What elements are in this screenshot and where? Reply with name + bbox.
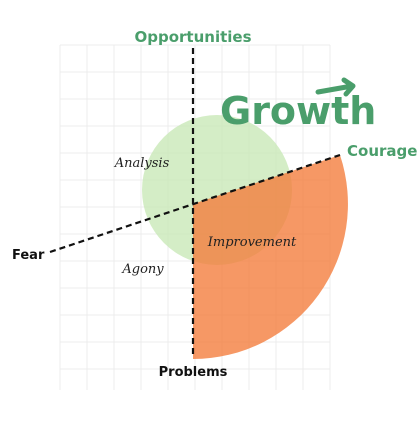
quadrant-label: Analysis: [114, 156, 170, 171]
axis-right-label: Courage: [347, 142, 417, 160]
title: Growth: [220, 89, 376, 133]
diagonal-axis: [49, 153, 341, 254]
improvement-wedge: [193, 155, 348, 359]
axis-left-label: Fear: [12, 248, 45, 263]
growth-arrow: [315, 77, 356, 97]
axis-bottom-label: Problems: [159, 365, 228, 380]
axis-top-label: Opportunities: [134, 28, 251, 46]
quadrant-label: Agony: [121, 262, 164, 277]
quadrant-label: Improvement: [207, 235, 297, 250]
